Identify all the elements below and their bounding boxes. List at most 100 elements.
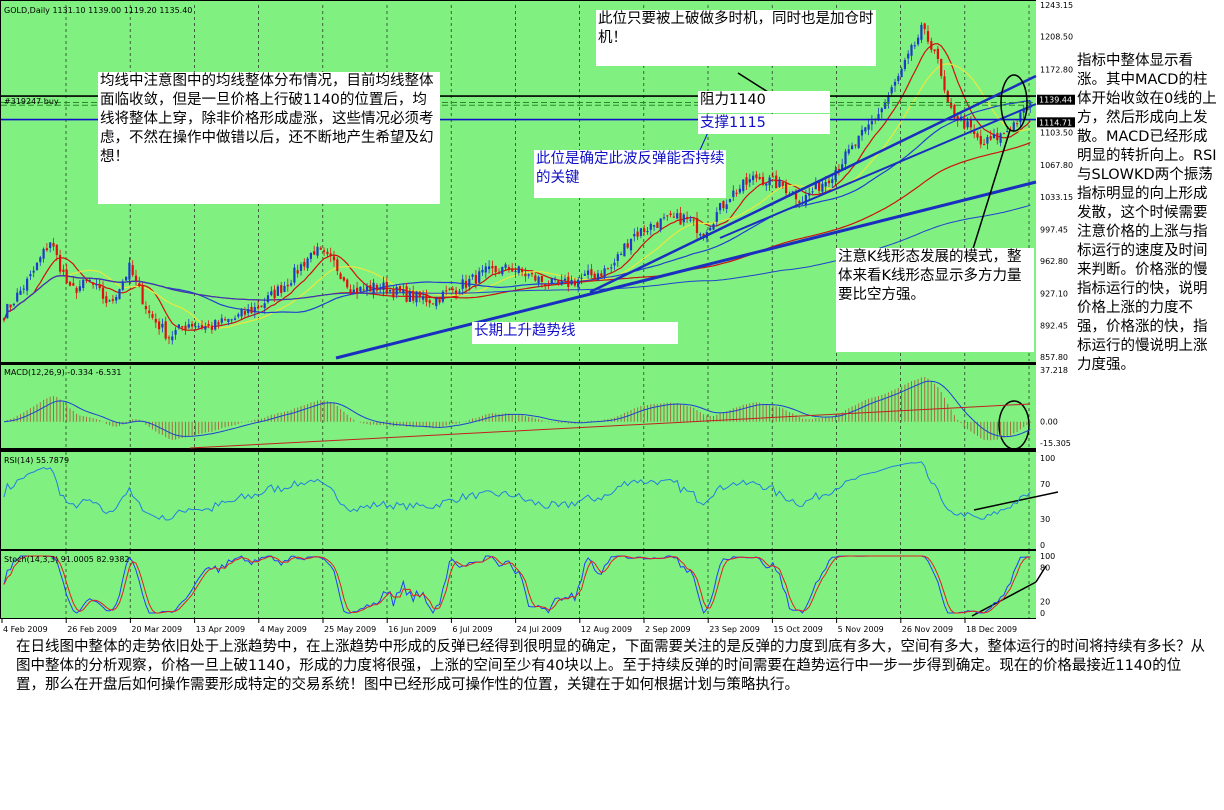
candle-body	[587, 270, 590, 275]
macd-label: MACD(12,26,9) -0.334 -6.531	[4, 368, 121, 377]
candle-body	[65, 269, 68, 284]
candle-body	[603, 268, 606, 278]
candle-body	[738, 188, 741, 193]
candle-body	[969, 119, 972, 128]
rsi-indicator	[3, 461, 1031, 521]
candle-body	[431, 303, 435, 305]
candle-body	[742, 179, 745, 192]
candle-body	[686, 217, 689, 219]
candle-body	[979, 135, 982, 145]
candle-body	[877, 114, 880, 120]
candle-body	[326, 251, 329, 255]
candle-body	[144, 306, 147, 310]
date-tick-label: 20 Mar 2009	[131, 625, 182, 634]
trend-label: 长期上升趋势线	[472, 322, 678, 344]
candle-body	[336, 259, 339, 272]
candle-body	[270, 291, 273, 296]
candle-body	[580, 277, 583, 279]
candle-body	[785, 183, 788, 194]
candle-body	[791, 191, 794, 193]
candle-body	[464, 280, 468, 288]
ma-20-line	[3, 63, 1031, 329]
candle-body	[959, 116, 963, 120]
candle-body	[494, 265, 497, 273]
candle-body	[497, 272, 501, 274]
candle-body	[917, 37, 920, 45]
candle-body	[656, 222, 659, 228]
candle-body	[290, 283, 293, 286]
date-tick-label: 18 Dec 2009	[966, 625, 1017, 634]
candle-body	[42, 248, 45, 259]
candle-body	[550, 277, 553, 284]
candle-body	[511, 268, 514, 272]
macd-highlight-circle	[998, 400, 1030, 450]
candle-body	[613, 262, 616, 266]
candle-body	[435, 297, 438, 307]
candle-body	[867, 124, 870, 130]
candle-body	[415, 291, 418, 303]
candle-body	[900, 68, 903, 78]
candle-body	[2, 318, 6, 321]
date-axis-ticks: 4 Feb 2009 26 Feb 2009 20 Mar 2009 13 Apr 2…	[1, 619, 1017, 634]
rsi-tick-label: 70	[1040, 480, 1050, 489]
candle-body	[92, 282, 95, 285]
candle-body	[818, 181, 821, 191]
candle-body	[210, 325, 213, 330]
candle-body	[352, 289, 355, 293]
candle-body	[39, 257, 42, 263]
date-tick-label: 25 May 2009	[324, 625, 376, 634]
candle-body	[725, 204, 728, 209]
candle-body	[517, 266, 520, 273]
candle-body	[98, 284, 101, 289]
ma-10-line	[3, 43, 1031, 331]
candle-body	[844, 151, 847, 165]
candle-body	[339, 273, 342, 280]
candle-body	[121, 281, 124, 290]
candle-body	[382, 282, 385, 290]
candle-body	[266, 295, 270, 303]
date-tick-label: 12 Aug 2009	[581, 625, 632, 634]
candle-body	[250, 306, 253, 314]
candle-body	[821, 183, 824, 192]
candle-body	[1029, 101, 1032, 108]
candle-body	[811, 191, 814, 193]
candle-body	[521, 268, 524, 273]
date-tick-label: 23 Sep 2009	[709, 625, 760, 634]
candle-body	[903, 60, 906, 69]
order-label: #319247 buy	[4, 97, 59, 106]
candle-body	[299, 264, 303, 271]
candle-body	[332, 256, 336, 261]
candle-body	[187, 324, 190, 328]
candle-body	[824, 182, 827, 187]
candle-body	[719, 203, 722, 211]
date-tick-label: 6 Jul 2009	[452, 625, 492, 634]
candle-body	[224, 319, 227, 321]
candle-body	[488, 266, 491, 270]
candle-body	[174, 330, 177, 335]
candle-body	[1009, 130, 1012, 132]
candle-body	[841, 164, 844, 170]
short-trend-line	[589, 74, 1037, 294]
macd-tick-label: -15.305	[1040, 439, 1071, 448]
candle-body	[19, 290, 22, 295]
stoch-d-line	[3, 555, 1031, 614]
candle-body	[379, 288, 382, 290]
candle-body	[316, 246, 319, 256]
candle-body	[491, 266, 494, 269]
candle-body	[864, 127, 867, 132]
candle-body	[9, 304, 12, 308]
candle-body	[966, 121, 969, 128]
candle-body	[451, 288, 454, 290]
candle-body	[999, 133, 1002, 143]
candle-body	[375, 284, 378, 291]
rsi-label: RSI(14) 55.7879	[4, 456, 69, 465]
date-tick-label: 2 Sep 2009	[645, 625, 691, 634]
candle-body	[992, 134, 996, 139]
candle-body	[240, 309, 243, 317]
candle-body	[154, 318, 157, 323]
candle-body	[207, 324, 210, 327]
candle-body	[214, 320, 217, 330]
candle-body	[217, 322, 220, 325]
candle-body	[448, 288, 451, 290]
candle-body	[85, 279, 88, 282]
